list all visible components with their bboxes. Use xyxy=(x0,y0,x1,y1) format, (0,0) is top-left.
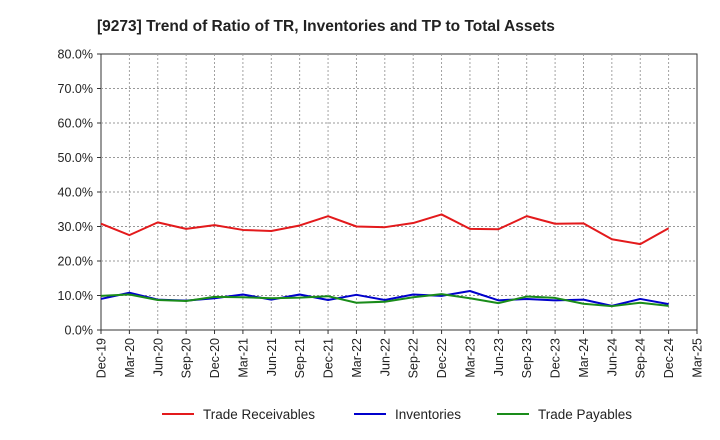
y-tick-label: 60.0% xyxy=(58,117,93,131)
x-tick-label: Dec-22 xyxy=(435,338,449,378)
x-tick-label: Dec-19 xyxy=(95,338,109,378)
legend: Trade Receivables Inventories Trade Payabl… xyxy=(162,407,632,422)
y-tick-label: 50.0% xyxy=(58,151,93,165)
y-tick-label: 30.0% xyxy=(58,220,93,234)
x-tick-label: Jun-23 xyxy=(492,338,506,376)
legend-label-inventories: Inventories xyxy=(395,407,461,422)
x-tick-label: Sep-22 xyxy=(407,338,421,378)
x-tick-label: Jun-24 xyxy=(605,338,619,376)
series-line-trade-receivables xyxy=(100,213,670,246)
x-tick-label: Dec-23 xyxy=(549,338,563,378)
legend-label-trade-payables: Trade Payables xyxy=(538,407,632,422)
legend-label-trade-receivables: Trade Receivables xyxy=(203,407,315,422)
x-tick-label: Mar-22 xyxy=(350,338,364,378)
x-tick-label: Mar-24 xyxy=(577,338,591,378)
x-tick-label: Mar-21 xyxy=(236,338,250,378)
x-tick-label: Dec-24 xyxy=(662,338,676,378)
x-tick-label: Jun-22 xyxy=(378,338,392,376)
x-tick-label: Mar-20 xyxy=(123,338,137,378)
plot-area: 0.0% 10.0% 20.0% 30.0% 40.0% 50.0% 60.0% 70.0% 8… xyxy=(58,48,705,379)
x-tick-label: Sep-20 xyxy=(180,338,194,378)
x-tick-label: Jun-20 xyxy=(151,338,165,376)
x-tick-label: Sep-24 xyxy=(634,338,648,378)
y-tick-label: 0.0% xyxy=(65,324,94,338)
x-tick-label: Sep-23 xyxy=(520,338,534,378)
y-tick-label: 70.0% xyxy=(58,82,93,96)
x-tick-label: Dec-21 xyxy=(322,338,336,378)
x-tick-label: Sep-21 xyxy=(293,338,307,378)
y-tick-label: 10.0% xyxy=(58,289,93,303)
x-tick-label: Mar-23 xyxy=(463,338,477,378)
chart-title: [9273] Trend of Ratio of TR, Inventories… xyxy=(97,18,555,35)
x-tick-label: Dec-20 xyxy=(208,338,222,378)
x-tick-label: Jun-21 xyxy=(265,338,279,376)
series-line-trade-payables xyxy=(100,293,669,308)
y-tick-label: 80.0% xyxy=(58,48,93,62)
y-tick-label: 40.0% xyxy=(58,186,93,200)
y-tick-label: 20.0% xyxy=(58,255,93,269)
x-tick-label: Mar-25 xyxy=(691,338,705,378)
